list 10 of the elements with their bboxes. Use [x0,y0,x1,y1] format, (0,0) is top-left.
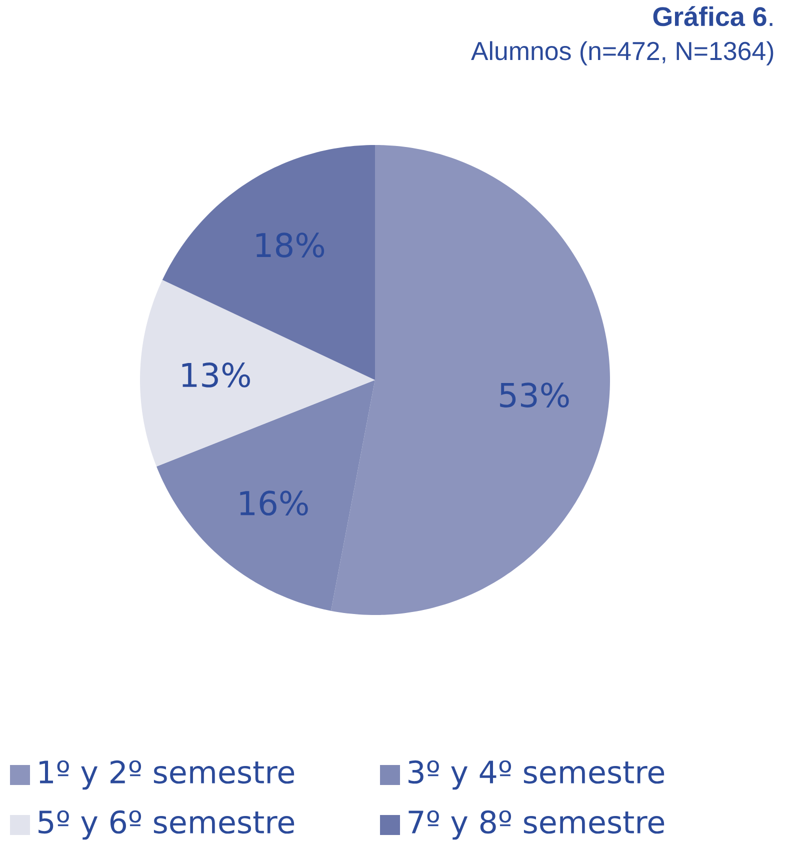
legend-label: 5º y 6º semestre [38,810,294,840]
legend-label: 7º y 8º semestre [408,810,664,840]
data-label: 53% [500,382,569,408]
legend-label: 1º y 2º semestre [40,760,294,790]
data-label: 13% [182,362,250,388]
chart-title: Gráfica 6. [653,6,772,26]
data-label: 16% [240,490,308,516]
data-label: 18% [256,232,324,258]
chart-subtitle: Alumnos (n=472, N=1364) [471,41,774,66]
legend-label: 3º y 4º semestre [408,760,664,790]
